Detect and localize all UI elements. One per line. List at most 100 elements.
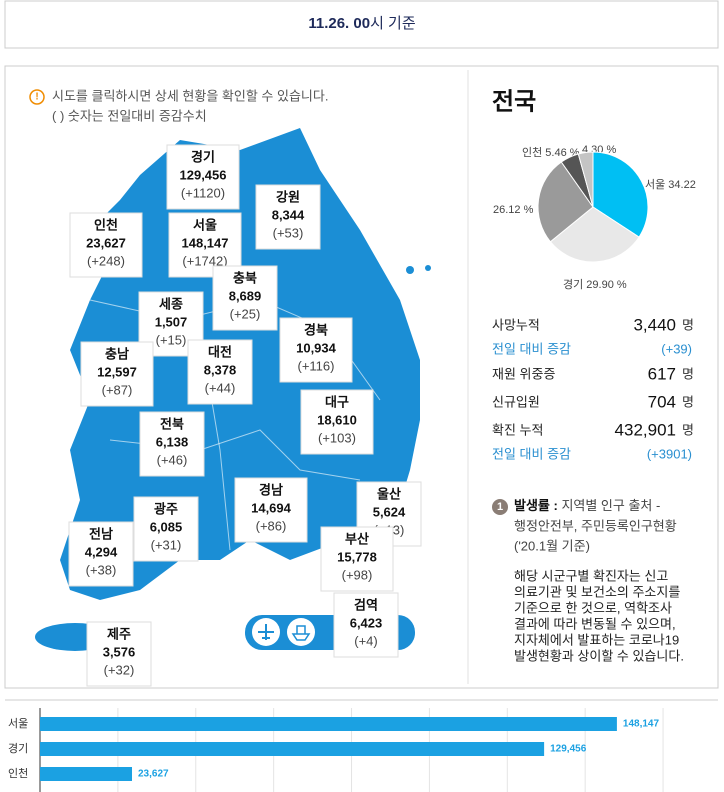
stat-value: 432,901 <box>615 420 676 439</box>
region-total: 5,624 <box>373 504 406 519</box>
bar-value-label: 129,456 <box>550 744 587 755</box>
region-name: 경북 <box>304 322 328 337</box>
region-box[interactable]: 대구 18,610 (+103) <box>300 389 374 455</box>
region-total: 6,423 <box>350 615 383 630</box>
pie-slice <box>577 151 594 208</box>
pie-slice <box>537 161 594 243</box>
region-box[interactable]: 인천 23,627 (+248) <box>69 212 143 278</box>
region-name: 인천 <box>94 217 118 232</box>
region-bg <box>320 526 394 592</box>
region-change: (+98) <box>342 567 373 582</box>
stat-label: 사망누적 <box>492 317 540 332</box>
note-source: ('20.1월 기준) <box>514 538 590 553</box>
region-change: (+1120) <box>181 185 225 200</box>
pie-label: 경기 29.90 % <box>563 278 627 291</box>
region-total: 1,507 <box>155 314 188 329</box>
pie-labels: 서울 34.22 %경기 29.90 %26.12 %인천 5.46 % 4.30… <box>493 144 709 291</box>
region-box[interactable]: 경북 10,934 (+116) <box>279 317 353 383</box>
region-name: 충남 <box>105 346 129 361</box>
region-change: (+116) <box>298 358 335 373</box>
region-total: 6,138 <box>156 434 189 449</box>
region-box[interactable]: 부산 15,778 (+98) <box>320 526 394 592</box>
region-bg <box>133 496 199 562</box>
note-body: 지자체에서 발표하는 코로나19 <box>514 632 679 647</box>
region-name: 충북 <box>233 270 257 285</box>
region-bg <box>68 521 134 587</box>
region-name: 경기 <box>191 149 215 164</box>
bar <box>40 767 133 781</box>
region-box[interactable]: 대전 8,378 (+44) <box>187 339 253 405</box>
stat-unit: 명 <box>682 422 694 437</box>
region-change: (+38) <box>86 562 117 577</box>
stat-unit: 명 <box>682 366 694 381</box>
region-bg <box>86 621 152 687</box>
region-name: 강원 <box>276 189 300 204</box>
header-date: 11.26. 00시 기준 <box>308 15 416 32</box>
region-box[interactable]: 경기 129,456 (+1120) <box>166 144 240 210</box>
region-change: (+15) <box>156 332 187 347</box>
stat-value: 617 <box>648 364 676 383</box>
region-bg <box>255 184 321 250</box>
region-bg <box>166 144 240 210</box>
region-bg <box>212 265 278 331</box>
bar-category: 인천 <box>8 766 28 780</box>
region-change: (+103) <box>318 430 356 445</box>
region-bg <box>234 477 308 543</box>
region-total: 10,934 <box>296 340 337 355</box>
note-number: 1 <box>497 501 503 513</box>
stat-label: 재원 위중증 <box>492 366 555 381</box>
pie-label: 서울 34.22 % <box>645 178 709 191</box>
region-total: 15,778 <box>337 549 377 564</box>
note-body: 해당 시군구별 확진자는 신고 <box>514 568 668 583</box>
stat-unit: 명 <box>682 317 694 332</box>
region-change: (+25) <box>230 306 261 321</box>
region-name: 광주 <box>154 501 178 516</box>
stat-value: (+39) <box>661 341 692 356</box>
region-total: 14,694 <box>251 500 292 515</box>
note-body: 결과에 따라 변동될 수 있으며, <box>514 616 676 631</box>
region-box[interactable]: 제주 3,576 (+32) <box>86 621 152 687</box>
stat-label: 전일 대비 증감 <box>492 341 571 356</box>
stat-unit: 명 <box>682 394 694 409</box>
note-body: 발생현황과 상이할 수 있습니다. <box>514 648 684 663</box>
stat-value: (+3901) <box>647 446 692 461</box>
region-change: (+1742) <box>182 253 227 268</box>
info-icon-glyph: ! <box>35 92 38 103</box>
map-island <box>406 266 414 274</box>
region-box[interactable]: 검역 6,423 (+4) <box>333 592 399 658</box>
region-total: 148,147 <box>182 235 229 250</box>
notice-line: 시도를 클릭하시면 상세 현황을 확인할 수 있습니다. <box>52 88 328 103</box>
region-bg <box>333 592 399 658</box>
region-box[interactable]: 강원 8,344 (+53) <box>255 184 321 250</box>
note-badge <box>492 499 508 515</box>
region-name: 전남 <box>89 526 113 541</box>
region-box[interactable]: 전북 6,138 (+46) <box>139 411 205 477</box>
region-total: 6,085 <box>150 519 183 534</box>
region-change: (+87) <box>102 382 133 397</box>
pie-label: 26.12 % <box>493 204 534 216</box>
region-name: 대전 <box>208 344 232 359</box>
region-box[interactable]: 전남 4,294 (+38) <box>68 521 134 587</box>
region-name: 제주 <box>107 626 131 641</box>
region-bg <box>279 317 353 383</box>
region-bg <box>69 212 143 278</box>
region-name: 검역 <box>354 597 378 612</box>
region-box[interactable]: 충북 8,689 (+25) <box>212 265 278 331</box>
bar <box>40 717 617 731</box>
region-box[interactable]: 충남 12,597 (+87) <box>80 341 154 407</box>
map-island <box>425 265 431 271</box>
bar-category: 경기 <box>8 742 28 755</box>
region-total: 129,456 <box>180 167 227 182</box>
region-name: 대구 <box>325 394 349 409</box>
note-title: 발생률 : <box>514 498 558 513</box>
region-total: 8,344 <box>272 207 305 222</box>
region-total: 23,627 <box>86 235 126 250</box>
note-source: 지역별 인구 출처 - <box>558 498 661 513</box>
header-box <box>4 0 719 49</box>
stat-value: 704 <box>648 392 676 411</box>
national-title: 전국 <box>492 88 536 115</box>
region-box[interactable]: 광주 6,085 (+31) <box>133 496 199 562</box>
region-box[interactable]: 경남 14,694 (+86) <box>234 477 308 543</box>
